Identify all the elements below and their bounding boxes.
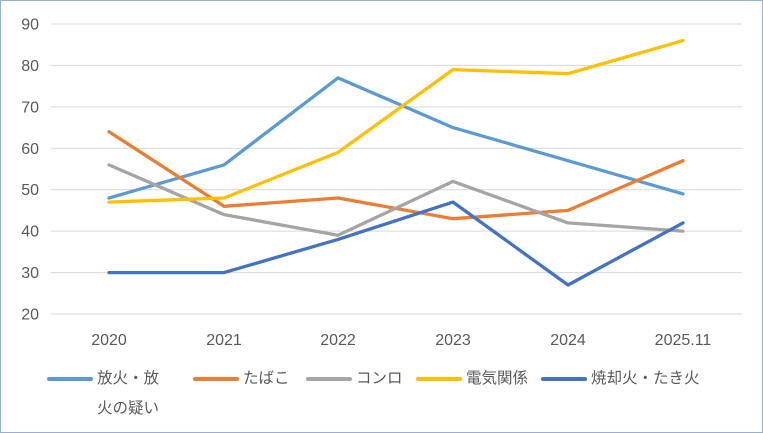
legend: 放火・放火の疑い たばこ コンロ 電気関係 焼却火・たき火	[1, 364, 763, 430]
y-tick-label: 40	[21, 224, 39, 241]
series-line-4[interactable]	[107, 200, 685, 287]
legend-label: コンロ	[356, 370, 403, 387]
y-tick-label: 50	[21, 182, 39, 199]
legend-line-marker	[416, 377, 462, 381]
legend-line-marker	[193, 377, 239, 381]
x-tick-label: 2021	[206, 332, 242, 349]
gridlines	[51, 23, 742, 315]
y-tick-label: 80	[21, 58, 39, 75]
legend-label: 電気関係	[466, 370, 529, 387]
x-tick-label: 2025.11	[655, 332, 712, 349]
legend-line-marker	[541, 377, 587, 381]
series-line-3[interactable]	[107, 38, 685, 204]
legend-item-1[interactable]: たばこ	[193, 364, 290, 394]
series-line-1[interactable]	[107, 130, 685, 221]
x-tick-label: 2022	[320, 332, 356, 349]
series-line-0[interactable]	[107, 76, 685, 200]
series-lines	[107, 38, 685, 287]
legend-item-4[interactable]: 焼却火・たき火	[541, 364, 700, 394]
x-tick-label: 2024	[550, 332, 586, 349]
y-tick-label: 90	[21, 17, 39, 34]
legend-item-2[interactable]: コンロ	[306, 364, 403, 394]
legend-label: 焼却火・たき火	[591, 370, 700, 387]
legend-label: たばこ	[243, 370, 290, 387]
legend-item-0[interactable]: 放火・放火の疑い	[47, 364, 165, 424]
legend-line-marker	[306, 377, 352, 381]
x-tick-label: 2020	[91, 332, 127, 349]
y-tick-label: 70	[21, 99, 39, 116]
x-axis-labels: 2020 2021 2022 2023 2024 2025.11	[91, 332, 711, 349]
y-axis-labels: 90 80 70 60 50 40 30 20	[21, 17, 39, 324]
y-tick-label: 60	[21, 141, 39, 158]
legend-item-3[interactable]: 電気関係	[416, 364, 528, 394]
y-tick-label: 20	[21, 307, 39, 324]
x-tick-label: 2023	[435, 332, 471, 349]
legend-line-marker	[47, 377, 93, 381]
y-tick-label: 30	[21, 265, 39, 282]
legend-label: 放火・放火の疑い	[97, 370, 160, 417]
series-line-2[interactable]	[107, 163, 685, 237]
